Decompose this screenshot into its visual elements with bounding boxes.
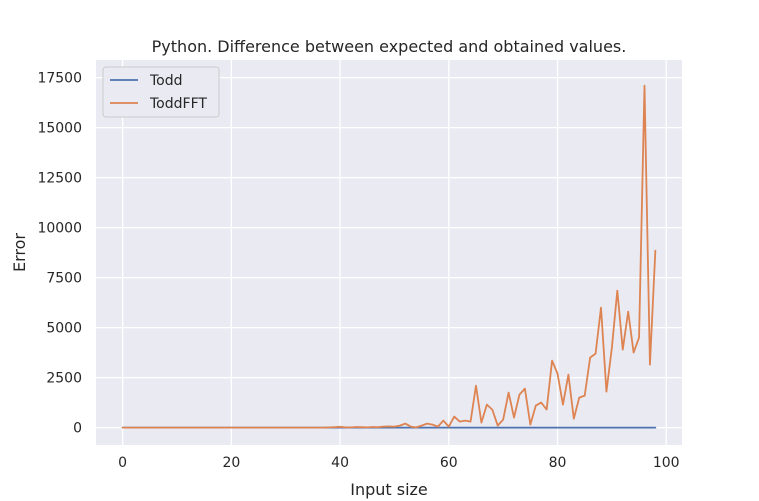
plot-area bbox=[96, 60, 682, 445]
x-tick-label: 60 bbox=[440, 455, 458, 471]
y-tick-labels: 0 2500 5000 7500 10000 12500 15000 17500 bbox=[37, 71, 82, 437]
x-axis-label: Input size bbox=[350, 480, 428, 499]
legend: Todd ToddFFT bbox=[102, 66, 220, 118]
y-tick-label: 15000 bbox=[37, 121, 82, 137]
y-tick-label: 2500 bbox=[46, 371, 82, 387]
grid-lines bbox=[96, 60, 682, 445]
legend-label-todd: Todd bbox=[149, 73, 183, 89]
series-lines bbox=[121, 84, 657, 429]
chart-title: Python. Difference between expected and … bbox=[152, 37, 627, 56]
y-tick-label: 5000 bbox=[46, 321, 82, 337]
y-tick-label: 10000 bbox=[37, 221, 82, 237]
x-tick-label: 80 bbox=[549, 455, 567, 471]
x-tick-label: 100 bbox=[653, 455, 680, 471]
y-tick-label: 12500 bbox=[37, 171, 82, 187]
series-line-toddfft bbox=[121, 84, 657, 429]
legend-label-toddfft: ToddFFT bbox=[149, 96, 207, 112]
x-tick-label: 40 bbox=[331, 455, 349, 471]
y-tick-label: 17500 bbox=[37, 71, 82, 87]
y-tick-label: 0 bbox=[73, 421, 82, 437]
y-tick-label: 7500 bbox=[46, 271, 82, 287]
x-tick-label: 0 bbox=[118, 455, 127, 471]
x-tick-label: 20 bbox=[222, 455, 240, 471]
x-tick-labels: 0 20 40 60 80 100 bbox=[118, 455, 679, 471]
y-axis-label: Error bbox=[10, 233, 29, 272]
